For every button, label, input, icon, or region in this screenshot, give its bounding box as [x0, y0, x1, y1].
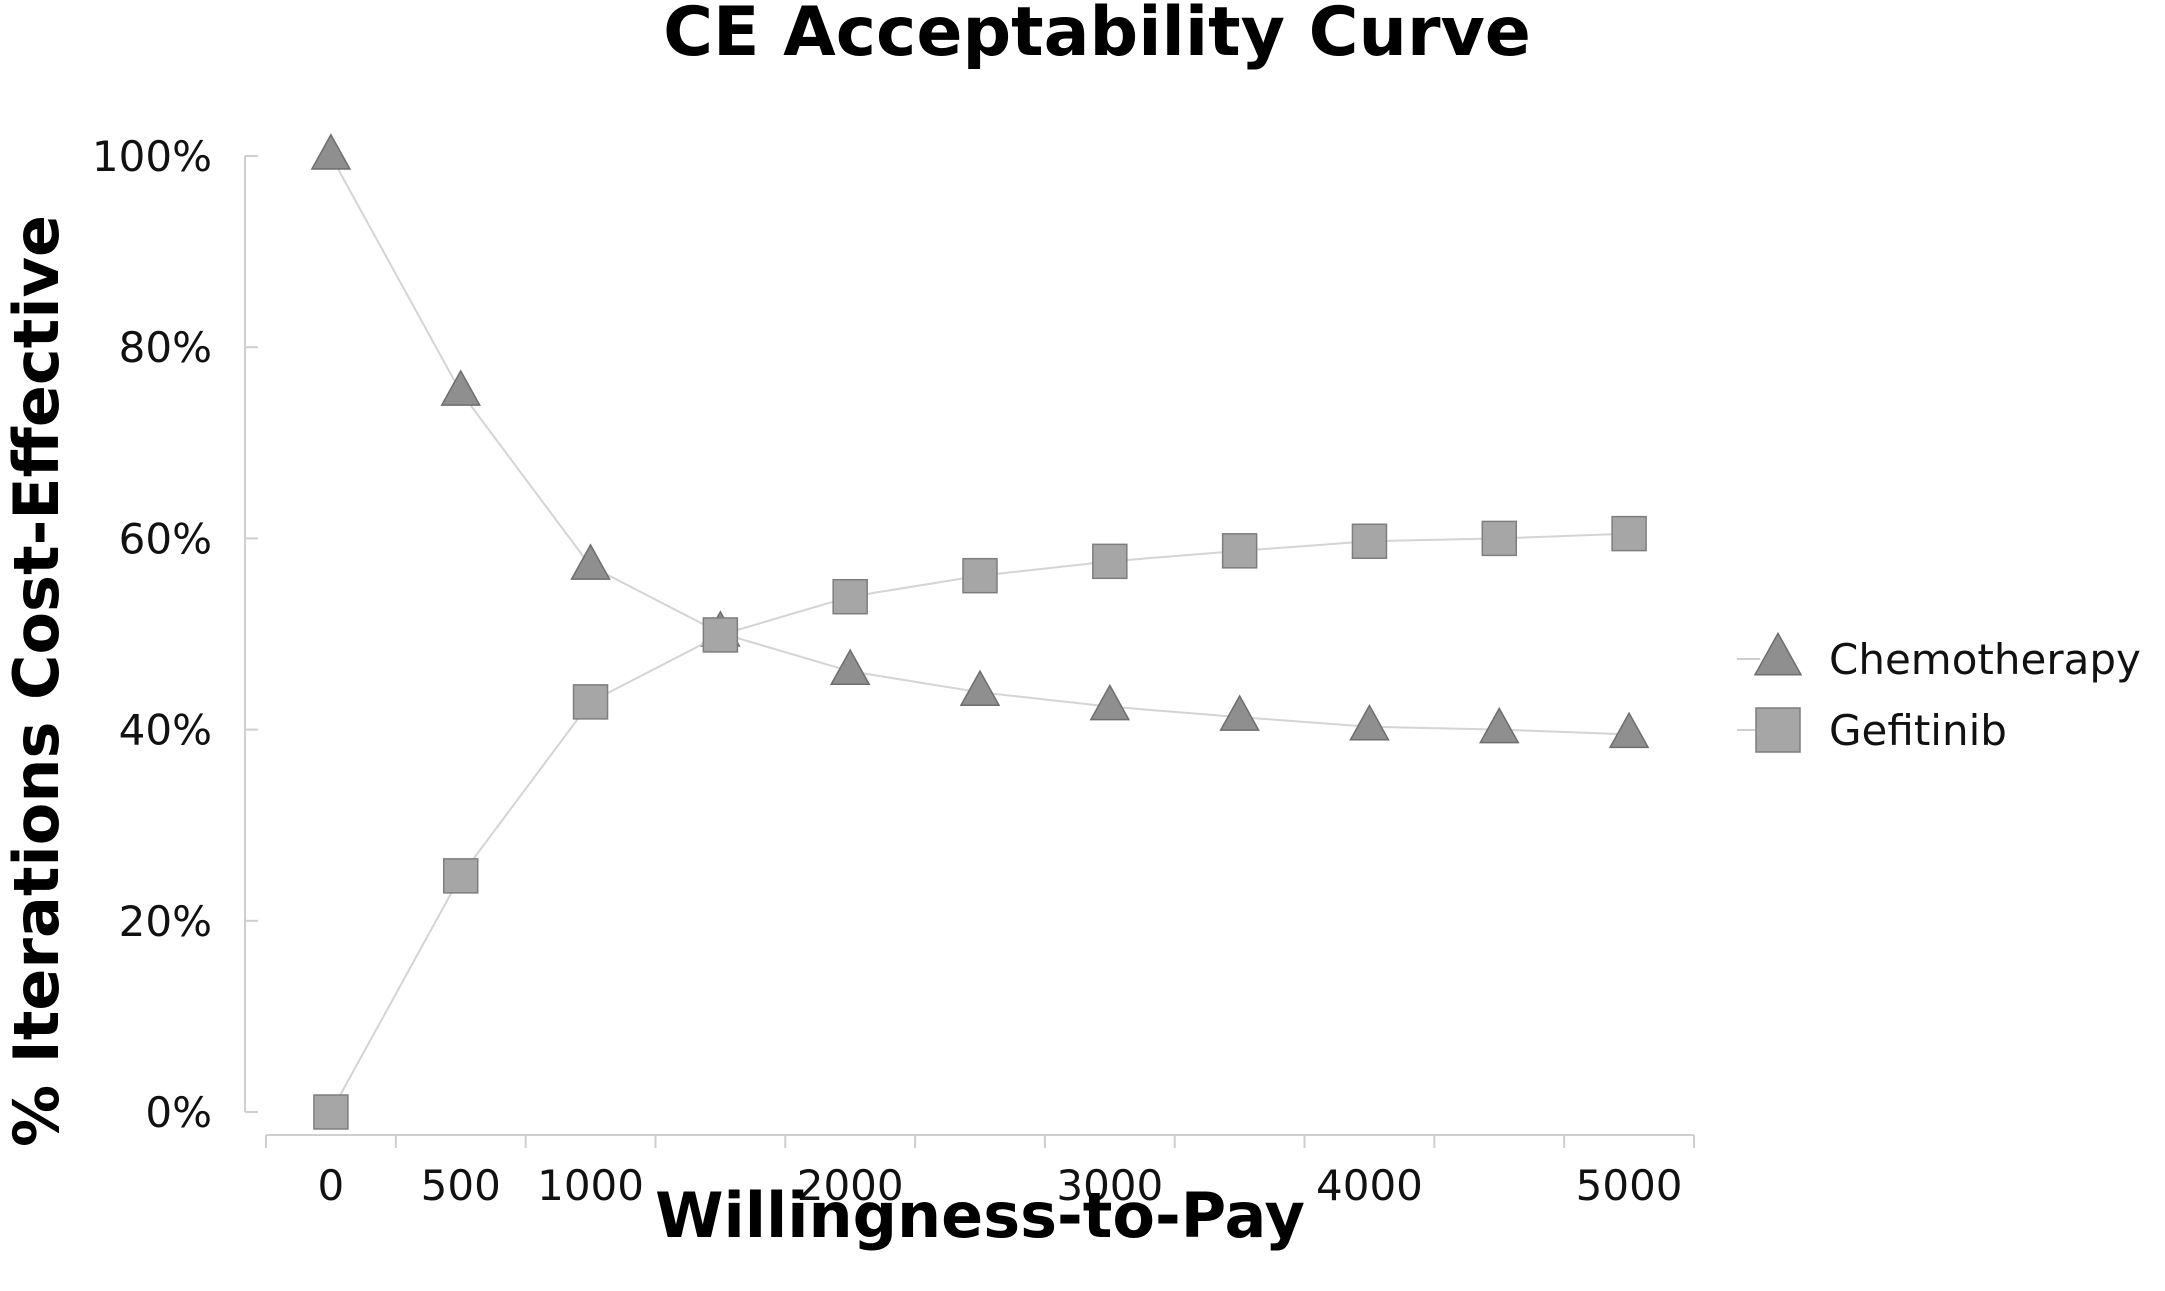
legend-square-icon — [1755, 707, 1801, 753]
series-chemotherapy — [310, 133, 1650, 749]
data-point-triangle — [829, 648, 871, 686]
data-point-triangle — [959, 669, 1001, 707]
data-point-square — [572, 684, 609, 720]
y-tick-label: 100% — [92, 132, 212, 181]
legend-label: Gefitinib — [1829, 706, 2007, 755]
y-axis-title: % Iterations Cost-Effective — [0, 215, 73, 1147]
x-tick-label: 4000 — [1316, 1161, 1423, 1210]
data-point-triangle — [1219, 694, 1260, 731]
data-point-triangle — [1349, 703, 1390, 741]
y-tick-label: 40% — [119, 706, 212, 755]
y-tick-label: 60% — [119, 514, 212, 563]
y-axis-ticks: 0% 20% 40% 60% 80% 100% — [92, 132, 258, 1137]
data-point-square — [313, 1094, 349, 1130]
x-tick-label: 5000 — [1576, 1161, 1683, 1210]
data-point-square — [1092, 543, 1128, 580]
data-point-triangle — [440, 369, 482, 406]
series-gefitinib — [313, 515, 1647, 1130]
chart-title: CE Acceptability Curve — [663, 0, 1531, 72]
data-point-square — [962, 557, 998, 594]
data-point-triangle — [310, 133, 352, 170]
y-tick-label: 20% — [119, 897, 212, 946]
legend-label: Chemotherapy — [1829, 635, 2141, 684]
series-layer — [310, 133, 1650, 1130]
data-point-square — [1481, 520, 1518, 557]
legend: Chemotherapy Gefitinib — [1737, 631, 2141, 755]
y-tick-label: 0% — [145, 1088, 212, 1137]
data-point-triangle — [1089, 683, 1131, 721]
x-axis-title: Willingness-to-Pay — [655, 1179, 1305, 1252]
data-point-square — [832, 578, 868, 615]
data-point-triangle — [1478, 706, 1520, 744]
x-tick-label: 2000 — [797, 1161, 904, 1210]
x-tick-label: 500 — [421, 1161, 501, 1210]
x-axis-ticks: 0 500 1000 2000 3000 4000 5000 — [265, 1135, 1695, 1210]
series-line — [330, 155, 1630, 736]
data-point-triangle — [570, 543, 611, 580]
legend-triangle-icon — [1753, 631, 1803, 676]
x-tick-label: 3000 — [1056, 1161, 1163, 1210]
series-line — [330, 532, 1630, 1113]
data-point-square — [1221, 533, 1258, 569]
data-point-square — [442, 858, 479, 894]
data-point-square — [1351, 523, 1388, 560]
data-point-triangle — [1608, 711, 1650, 749]
data-point-square — [702, 617, 739, 653]
y-tick-label: 80% — [119, 323, 212, 372]
x-tick-label: 0 — [318, 1161, 345, 1210]
x-tick-label: 1000 — [537, 1161, 644, 1210]
data-point-square — [1611, 515, 1647, 552]
